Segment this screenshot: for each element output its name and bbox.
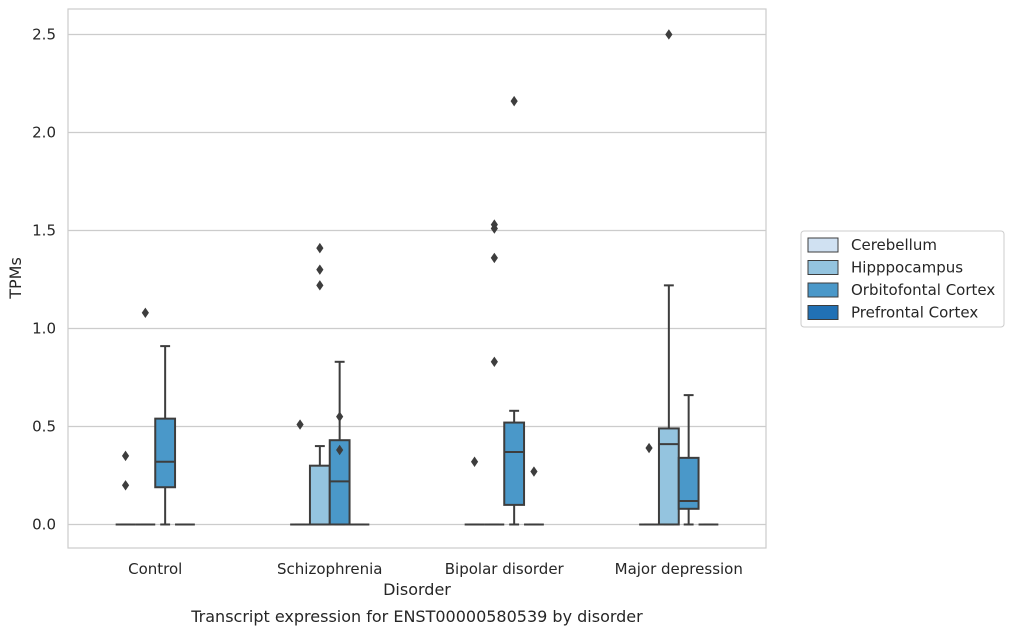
x-tick-labels: Control Schizophrenia Bipolar disorder Majo… [128, 560, 743, 578]
outlier-point [336, 444, 344, 456]
box-hipppocampus [484, 219, 505, 526]
box-cerebellum [464, 456, 485, 526]
legend-swatch [807, 260, 839, 275]
x-tick-label: Schizophrenia [277, 560, 382, 578]
box-body [308, 464, 331, 526]
box-body [657, 427, 680, 526]
box-hipppocampus [657, 29, 680, 526]
box-hipppocampus [308, 242, 331, 526]
y-tick-label: 0.5 [32, 417, 56, 435]
legend-label: Cerebellum [851, 236, 937, 254]
outlier-point [296, 419, 304, 430]
outlier-point [470, 456, 479, 467]
plot-boxes [115, 29, 719, 526]
x-axis-label: Disorder [383, 580, 451, 599]
y-tick-label: 2.0 [32, 123, 56, 141]
y-axis-label: TPMs [6, 257, 25, 300]
y-tick-label: 0.0 [32, 515, 56, 533]
box-prefrontal-cortex [524, 466, 544, 526]
outlier-point [121, 480, 130, 491]
legend-swatch [807, 305, 839, 320]
outlier-point [530, 466, 538, 477]
legend-swatch [807, 237, 839, 253]
outlier-point [665, 29, 673, 40]
y-tick-labels: 0.0 0.5 1.0 1.5 2.0 2.5 [32, 25, 56, 533]
outlier-point [510, 95, 518, 107]
box-body [677, 456, 700, 510]
chart-caption: Transcript expression for ENST0000058053… [190, 607, 643, 626]
legend: Cerebellum Hipppocampus Orbitofontal Corte… [800, 230, 1005, 328]
box-orbitofontal-cortex [503, 95, 526, 526]
box-hipppocampus [135, 307, 156, 526]
box-body [503, 421, 526, 506]
y-tick-label: 1.5 [32, 221, 56, 239]
x-tick-label: Bipolar disorder [445, 560, 565, 578]
x-tick-label: Control [128, 560, 182, 578]
outlier-point [336, 411, 344, 422]
outlier-point [490, 252, 498, 264]
y-tick-label: 2.5 [32, 25, 56, 43]
y-tick-label: 1.0 [32, 319, 56, 337]
box-body [154, 417, 177, 489]
legend-label: Orbitofontal Cortex [851, 281, 995, 299]
box-cerebellum [290, 419, 310, 526]
legend-label: Prefrontal Cortex [851, 304, 978, 322]
outlier-point [121, 450, 130, 462]
outlier-point [490, 356, 498, 367]
box-orbitofontal-cortex [677, 394, 700, 526]
outlier-point [316, 264, 324, 275]
box-cerebellum [115, 450, 136, 526]
legend-frame [800, 230, 1005, 328]
outlier-point [490, 219, 498, 230]
legend-label: Hipppocampus [851, 259, 963, 277]
box-orbitofontal-cortex [154, 345, 177, 526]
outlier-point [316, 242, 324, 254]
plot-frame [67, 8, 767, 549]
outlier-point [645, 442, 653, 454]
box-cerebellum [639, 442, 659, 526]
outlier-point [316, 280, 324, 291]
legend-swatch [807, 282, 839, 298]
box-orbitofontal-cortex [328, 360, 351, 526]
x-tick-label: Major depression [615, 560, 743, 578]
outlier-point [141, 307, 149, 318]
